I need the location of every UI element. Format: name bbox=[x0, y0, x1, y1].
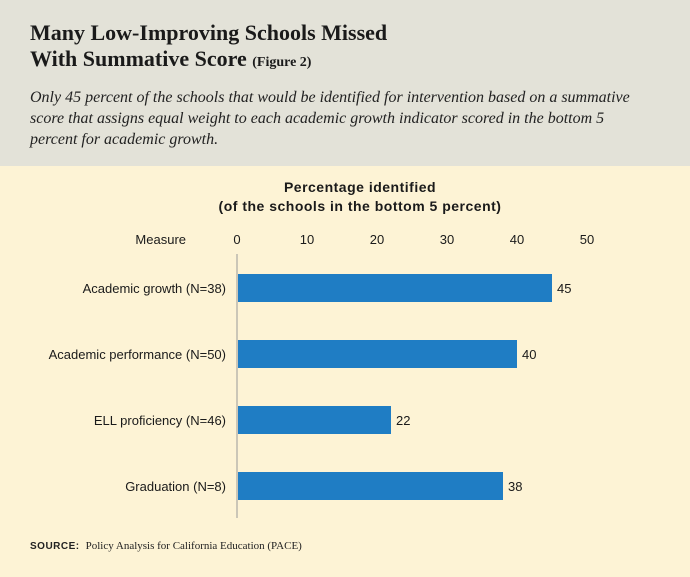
category-label: Graduation (N=8) bbox=[125, 479, 226, 494]
chart-title-line-1: Percentage identified bbox=[284, 179, 436, 195]
bar-value-label: 22 bbox=[396, 413, 410, 428]
x-tick-label: 10 bbox=[300, 232, 314, 247]
x-tick-label: 40 bbox=[510, 232, 524, 247]
bar-value-label: 45 bbox=[557, 281, 571, 296]
figure-header: Many Low-Improving Schools Missed With S… bbox=[0, 0, 690, 166]
chart-title-line-2: (of the schools in the bottom 5 percent) bbox=[219, 198, 502, 214]
bar-chart: Percentage identified (of the schools in… bbox=[49, 179, 594, 518]
bar-value-label: 40 bbox=[522, 347, 536, 362]
x-tick-label: 20 bbox=[370, 232, 384, 247]
category-label: Academic growth (N=38) bbox=[83, 281, 226, 296]
figure-title: Many Low-Improving Schools Missed With S… bbox=[30, 20, 670, 76]
source-note: SOURCE: Policy Analysis for California Ed… bbox=[30, 540, 670, 552]
x-tick-label: 0 bbox=[233, 232, 240, 247]
title-line-2-text: With Summative Score bbox=[30, 46, 247, 71]
x-axis-ticks: 0 10 20 30 40 50 bbox=[233, 232, 594, 247]
bars: Academic growth (N=38) 45 Academic perform… bbox=[49, 274, 571, 500]
bar bbox=[238, 406, 391, 434]
bar bbox=[238, 274, 552, 302]
bar-value-label: 38 bbox=[508, 479, 522, 494]
bar bbox=[238, 340, 517, 368]
category-header: Measure bbox=[135, 232, 186, 247]
source-text: Policy Analysis for California Education… bbox=[85, 540, 302, 552]
figure-subtitle: Only 45 percent of the schools that woul… bbox=[30, 89, 630, 148]
category-label: ELL proficiency (N=46) bbox=[94, 413, 226, 428]
bar bbox=[238, 472, 503, 500]
x-tick-label: 30 bbox=[440, 232, 454, 247]
figure-label: (Figure 2) bbox=[252, 55, 312, 70]
source-label: SOURCE: bbox=[30, 541, 80, 552]
category-label: Academic performance (N=50) bbox=[49, 347, 226, 362]
title-line-2: With Summative Score (Figure 2) bbox=[30, 46, 670, 76]
title-line-1: Many Low-Improving Schools Missed bbox=[30, 20, 388, 45]
x-tick-label: 50 bbox=[580, 232, 594, 247]
